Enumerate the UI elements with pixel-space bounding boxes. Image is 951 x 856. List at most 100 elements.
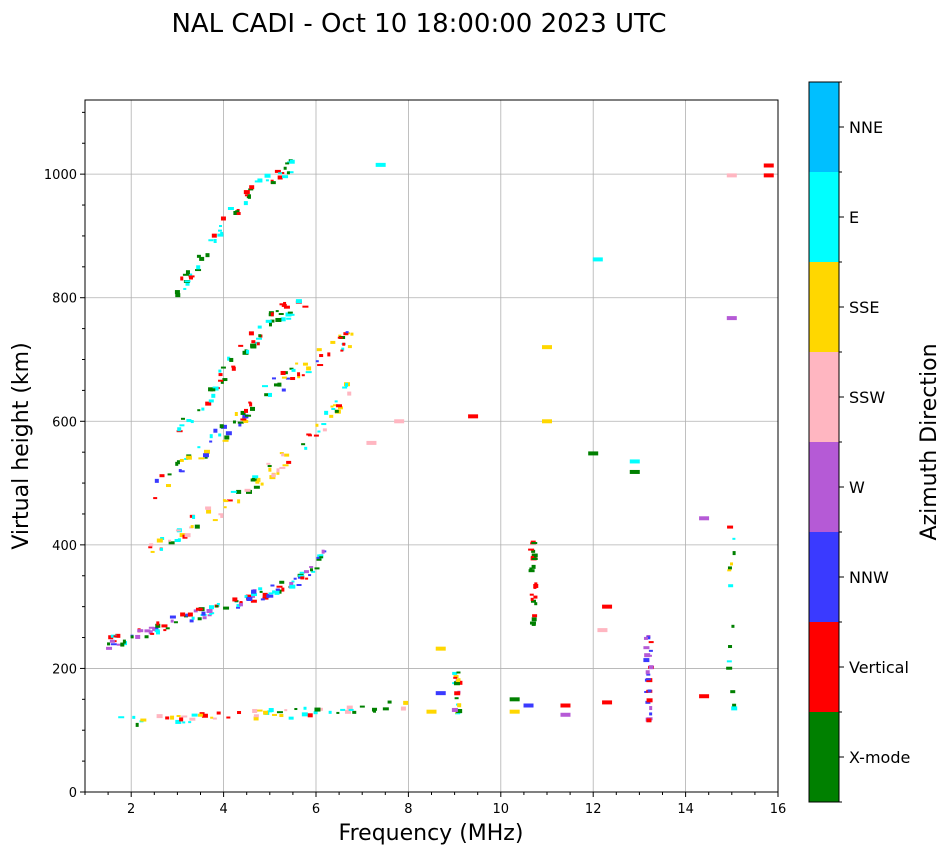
echo-mark: [240, 410, 246, 415]
echo-mark: [267, 465, 272, 468]
echo-mark: [176, 460, 180, 465]
echo-mark: [453, 676, 458, 679]
echo-mark: [316, 557, 322, 561]
echo-mark: [307, 713, 313, 718]
echo-mark: [731, 706, 738, 711]
echo-mark: [237, 499, 241, 504]
echo-mark: [211, 393, 216, 398]
echo-mark: [207, 614, 212, 617]
echo-mark: [646, 698, 653, 703]
echo-mark: [260, 482, 264, 486]
echo-mark: [255, 477, 261, 482]
echo-mark: [185, 455, 192, 460]
echo-mark: [208, 605, 214, 610]
y-tick-label: 600: [52, 415, 77, 430]
echo-mark: [315, 360, 319, 363]
echo-mark: [319, 354, 324, 358]
echo-mark: [732, 703, 737, 708]
echo-mark: [220, 380, 224, 384]
echo-mark: [189, 717, 196, 721]
colorbar-segment-x-mode: [809, 712, 839, 802]
echo-point: [592, 257, 603, 262]
echo-mark: [159, 474, 165, 478]
echo-mark: [249, 402, 253, 407]
echo-mark: [262, 385, 269, 388]
echo-mark: [165, 716, 170, 720]
echo-mark: [226, 499, 233, 502]
echo-mark: [220, 514, 224, 518]
x-tick-label: 4: [219, 802, 227, 817]
echo-mark: [179, 470, 185, 473]
echo-mark: [533, 583, 539, 588]
echo-mark: [218, 433, 222, 437]
echo-mark: [270, 584, 275, 587]
echo-point: [509, 709, 520, 714]
echo-mark: [284, 709, 288, 712]
echo-mark: [732, 537, 736, 540]
echo-mark: [727, 569, 732, 572]
echo-mark: [132, 715, 136, 719]
echo-mark: [288, 171, 294, 174]
echo-mark: [180, 417, 185, 420]
echo-mark: [197, 713, 203, 717]
echo-mark: [644, 653, 651, 658]
echo-point: [542, 419, 552, 424]
echo-mark: [531, 549, 536, 553]
echo-mark: [268, 467, 272, 472]
echo-mark: [106, 646, 113, 650]
echo-mark: [216, 711, 221, 715]
colorbar-label: SSE: [849, 298, 879, 317]
echo-mark: [244, 194, 248, 197]
echo-mark: [531, 617, 537, 622]
echo-mark: [453, 674, 459, 678]
echo-mark: [243, 201, 248, 206]
echo-mark: [232, 597, 238, 602]
echo-mark: [345, 331, 349, 334]
echo-mark: [345, 382, 349, 387]
echo-mark: [279, 714, 284, 718]
echo-mark: [188, 721, 192, 724]
echo-mark: [243, 190, 250, 195]
echo-mark: [251, 589, 257, 594]
echo-mark: [201, 611, 206, 616]
echo-mark: [285, 312, 292, 317]
echo-mark: [219, 424, 224, 429]
echo-point: [699, 694, 710, 699]
echo-point: [366, 440, 377, 445]
echo-mark: [281, 303, 287, 307]
x-tick-label: 8: [404, 802, 412, 817]
echo-point: [468, 414, 479, 419]
echo-mark: [213, 239, 217, 244]
echo-mark: [256, 337, 263, 340]
echo-mark: [108, 635, 114, 640]
echo-mark: [255, 480, 260, 484]
y-tick-label: 1000: [44, 168, 77, 183]
echo-mark: [328, 710, 332, 714]
echo-mark: [253, 714, 259, 718]
echo-mark: [649, 706, 653, 711]
echo-mark: [297, 372, 301, 377]
echo-mark: [275, 310, 279, 313]
echo-mark: [286, 460, 292, 464]
echo-mark: [236, 604, 241, 608]
echo-mark: [199, 256, 205, 261]
plot-frame: [84, 99, 779, 793]
echo-mark: [150, 550, 155, 553]
echo-mark: [285, 162, 290, 165]
echo-mark: [170, 715, 175, 720]
echo-mark: [321, 549, 325, 554]
echo-mark: [280, 370, 286, 375]
echo-mark: [205, 506, 212, 510]
echo-mark: [319, 554, 324, 557]
echo-mark: [331, 407, 336, 410]
echo-mark: [240, 418, 247, 421]
echo-mark: [272, 590, 276, 594]
echo-mark: [283, 371, 288, 375]
echo-mark: [165, 627, 170, 630]
echo-mark: [246, 349, 250, 354]
echo-mark: [275, 588, 280, 592]
echo-mark: [322, 428, 327, 432]
echo-mark: [173, 621, 178, 624]
echo-point: [597, 628, 608, 633]
echo-mark: [264, 173, 271, 178]
